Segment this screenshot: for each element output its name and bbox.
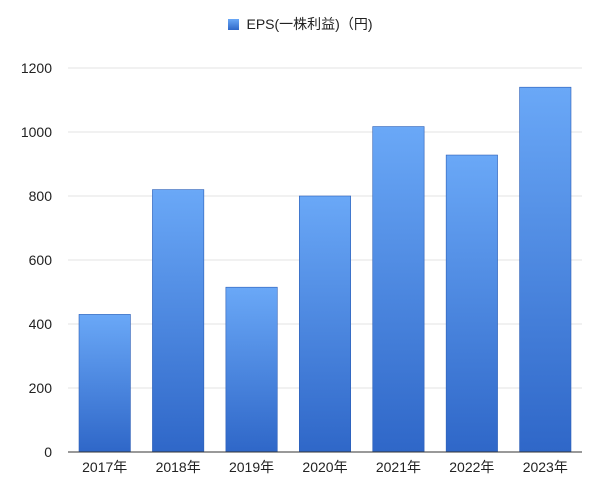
x-tick-label: 2020年 bbox=[302, 459, 347, 475]
bar bbox=[152, 189, 205, 453]
x-tick-label: 2019年 bbox=[229, 459, 274, 475]
legend-swatch bbox=[227, 18, 239, 30]
y-tick-label: 600 bbox=[29, 252, 53, 268]
bar bbox=[519, 86, 572, 453]
bar bbox=[372, 126, 425, 453]
y-tick-label: 1000 bbox=[21, 124, 52, 140]
legend-label: EPS(一株利益)（円) bbox=[246, 16, 373, 32]
y-tick-label: 800 bbox=[29, 188, 53, 204]
y-tick-label: 1200 bbox=[21, 60, 52, 76]
x-tick-label: 2018年 bbox=[156, 459, 201, 475]
bar bbox=[225, 286, 278, 453]
bar bbox=[298, 195, 351, 453]
y-tick-label: 400 bbox=[29, 316, 53, 332]
bar bbox=[78, 314, 131, 453]
y-tick-label: 200 bbox=[29, 380, 53, 396]
bars bbox=[78, 86, 572, 453]
bar bbox=[445, 154, 498, 453]
axes: 0 200 400 600 800 1000 1200 2017年 2018年 2019年 2020… bbox=[21, 60, 582, 475]
legend: EPS(一株利益)（円) bbox=[0, 14, 600, 34]
x-tick-label: 2022年 bbox=[449, 459, 494, 475]
x-tick-label: 2017年 bbox=[82, 459, 127, 475]
x-tick-label: 2023年 bbox=[523, 459, 568, 475]
x-tick-label: 2021年 bbox=[376, 459, 421, 475]
y-tick-label: 0 bbox=[44, 444, 52, 460]
